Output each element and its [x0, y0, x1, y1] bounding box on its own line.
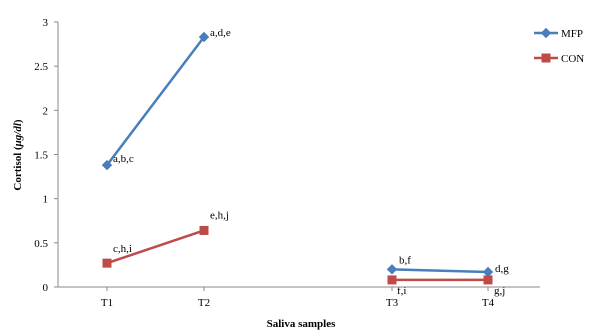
data-label: d,g — [495, 263, 509, 275]
plot-area: a,b,c a,d,e b,f d,g c,h,i e,h,j f,i g,j — [101, 27, 509, 297]
series-line-mfp — [106, 36, 205, 166]
data-label: g,j — [494, 285, 505, 297]
legend-item-con: CON — [534, 53, 584, 65]
legend-marker — [540, 27, 552, 39]
data-label: c,h,i — [113, 243, 132, 255]
x-tick-label: T2 — [198, 297, 210, 309]
series-line-con — [106, 229, 205, 265]
data-label: a,d,e — [210, 27, 231, 39]
y-axis: 0 0.5 1 1.5 2 2.5 3 — [34, 17, 59, 294]
x-tick-label: T3 — [386, 297, 399, 309]
x-tick-label: T4 — [482, 297, 495, 309]
legend-item-mfp: MFP — [534, 27, 583, 40]
legend: MFP CON — [534, 27, 584, 65]
legend-label: MFP — [561, 28, 583, 40]
series-mfp: a,b,c a,d,e b,f d,g — [101, 27, 509, 278]
y-tick-label: 1.5 — [34, 150, 48, 162]
y-tick-label: 2 — [43, 105, 49, 117]
x-axis: T1 T2 T3 T4 — [58, 286, 540, 309]
x-tick-label: T1 — [101, 297, 113, 309]
legend-marker — [541, 53, 551, 63]
data-point-mfp — [101, 159, 113, 171]
data-point-con — [102, 258, 112, 268]
x-axis-title: Saliva samples — [267, 318, 336, 330]
data-label: f,i — [397, 285, 406, 297]
data-label: b,f — [399, 254, 411, 266]
data-label: a,b,c — [113, 153, 134, 165]
data-point-mfp — [198, 31, 210, 43]
y-axis-title: Cortisol (μg/dl) — [12, 119, 24, 191]
data-point-mfp — [482, 266, 494, 278]
data-point-con — [199, 225, 209, 235]
y-tick-label: 0.5 — [34, 238, 48, 250]
y-tick-label: 1 — [43, 194, 49, 206]
y-tick-label: 2.5 — [34, 61, 48, 73]
data-label: e,h,j — [210, 209, 229, 221]
y-tick-label: 0 — [43, 282, 49, 294]
data-point-con — [387, 275, 397, 285]
data-point-con — [483, 275, 493, 285]
legend-label: CON — [561, 53, 584, 65]
series-line-mfp — [391, 268, 489, 274]
data-point-mfp — [386, 264, 398, 275]
series-con: c,h,i e,h,j f,i g,j — [102, 209, 505, 297]
y-tick-label: 3 — [43, 17, 49, 29]
